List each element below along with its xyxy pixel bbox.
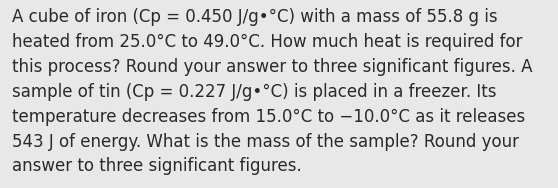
Text: 543 J of energy. What is the mass of the sample? Round your: 543 J of energy. What is the mass of the… (12, 133, 519, 151)
Text: sample of tin (Cp = 0.227 J/g•°C) is placed in a freezer. Its: sample of tin (Cp = 0.227 J/g•°C) is pla… (12, 83, 497, 101)
Text: A cube of iron (Cp = 0.450 J/g•°C) with a mass of 55.8 g is: A cube of iron (Cp = 0.450 J/g•°C) with … (12, 8, 498, 27)
Text: answer to three significant figures.: answer to three significant figures. (12, 157, 302, 175)
Text: temperature decreases from 15.0°C to −10.0°C as it releases: temperature decreases from 15.0°C to −10… (12, 108, 526, 126)
Text: this process? Round your answer to three significant figures. A: this process? Round your answer to three… (12, 58, 533, 76)
Text: heated from 25.0°C to 49.0°C. How much heat is required for: heated from 25.0°C to 49.0°C. How much h… (12, 33, 523, 51)
